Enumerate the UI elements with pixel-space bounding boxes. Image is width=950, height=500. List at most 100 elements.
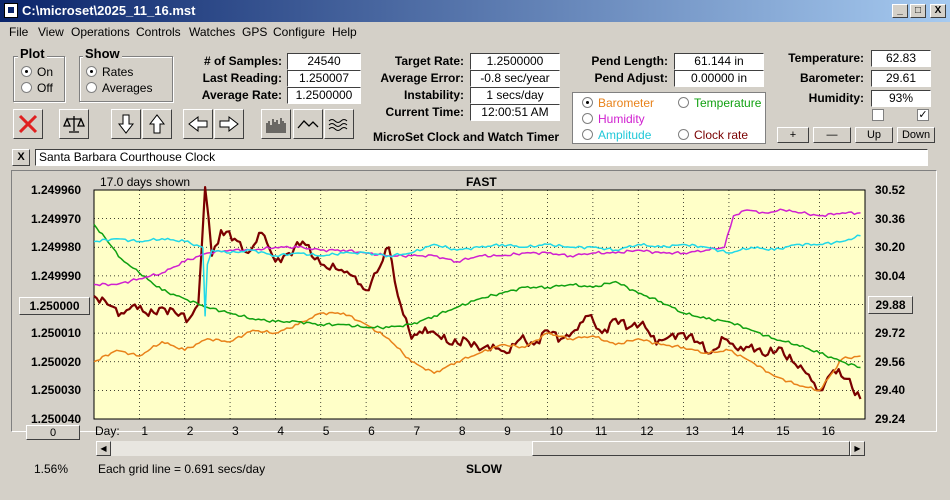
show-group [79,56,173,102]
grid-layer [94,190,865,419]
sensor-amplitude-radio[interactable]: Amplitude [582,128,651,142]
plot-off-label: Off [37,81,53,95]
maximize-button[interactable]: □ [910,4,926,18]
pend-length-value[interactable]: 61.144 in [674,53,764,70]
barometer-label: Barometer: [799,71,864,85]
sensor-humidity-radio[interactable]: Humidity [582,112,645,126]
arrow-up-button[interactable] [142,109,172,139]
zero-button[interactable]: 0 [26,425,80,440]
instability-label: Instability: [403,88,464,102]
current-time-value: 12:00:51 AM [470,104,560,121]
menu-file[interactable]: File [9,25,29,39]
sensor-barometer-radio[interactable]: Barometer [582,96,654,110]
arrow-left-icon [188,115,208,133]
day-tick-label: 6 [368,424,375,438]
balance-scale-icon [63,116,85,133]
plot-on-radio[interactable]: On [21,65,53,79]
arrow-up-icon [148,114,166,134]
up-button[interactable]: Up [855,127,893,143]
left-tick-label: 1.250020 [31,354,82,369]
target-rate-label: Target Rate: [394,54,464,68]
right-tick-label: 30.20 [875,240,906,255]
last-reading-value: 1.250007 [287,70,361,87]
arrow-right-icon [219,115,239,133]
scroll-right-arrow-icon[interactable]: ▶ [850,441,865,456]
day-tick-label: 16 [821,424,835,438]
app-label: MicroSet Clock and Watch Timer [373,130,560,144]
sensor-clockrate-radio[interactable]: Clock rate [678,128,748,142]
average-error-label: Average Error: [380,71,464,85]
menu-view[interactable]: View [38,25,64,39]
humidity-label: Humidity: [808,91,864,105]
right-tick-label: 30.36 [875,211,906,226]
fast-label: FAST [466,175,497,189]
instability-value: 1 secs/day [470,87,560,104]
days-shown-label: 17.0 days shown [100,175,191,189]
temperature-label: Temperature: [788,51,864,65]
menu-controls[interactable]: Controls [136,25,181,39]
right-axis-center-button[interactable]: 29.88 [868,296,913,314]
clock-name-field[interactable]: Santa Barbara Courthouse Clock [35,149,928,166]
right-tick-label: 29.56 [875,354,906,369]
line-view-button[interactable] [293,109,323,139]
average-rate-value: 1.2500000 [287,87,361,104]
right-tick-label: 30.52 [875,183,906,197]
plot-group-title: Plot [18,46,47,61]
app-icon[interactable] [4,3,18,18]
close-window-button[interactable]: X [930,4,946,18]
wave-view-button[interactable] [324,109,354,139]
clock-name-close-button[interactable]: X [12,149,30,166]
pend-adjust-value: 0.00000 in [674,70,764,87]
title-bar[interactable]: C:\microset\2025_11_16.mst _ □ X [0,0,950,22]
menu-watches[interactable]: Watches [189,25,236,39]
checkbox-left[interactable] [872,109,884,121]
bar-chart-icon [266,118,286,133]
left-axis-center-button[interactable]: 1.250000 [19,297,90,315]
minimize-button[interactable]: _ [892,4,908,18]
show-rates-radio[interactable]: Rates [86,65,133,79]
day-tick-label: 12 [640,424,654,438]
balance-button[interactable] [59,109,89,139]
sensor-temperature-radio[interactable]: Temperature [678,96,761,110]
target-rate-value[interactable]: 1.2500000 [470,53,560,70]
plus-button[interactable]: + [777,127,809,143]
arrow-left-button[interactable] [183,109,213,139]
barometer-value: 29.61 [871,70,931,87]
left-tick-label: 1.249990 [31,268,82,283]
menu-help[interactable]: Help [332,25,357,39]
minus-button[interactable]: — [813,127,851,143]
scroll-left-arrow-icon[interactable]: ◀ [96,441,111,456]
down-button[interactable]: Down [897,127,935,143]
show-averages-label: Averages [102,81,153,95]
series-layer [93,186,862,400]
menu-operations[interactable]: Operations [71,25,130,39]
humidity-value: 93% [871,90,931,107]
checkbox-right[interactable]: ✓ [917,109,929,121]
bars-view-button[interactable] [261,109,291,139]
sensor-clockrate-label: Clock rate [694,128,749,142]
menu-gps[interactable]: GPS [242,25,268,39]
current-time-label: Current Time: [385,105,464,119]
plot-off-radio[interactable]: Off [21,81,53,95]
day-tick-label: 4 [277,424,285,438]
menu-configure[interactable]: Configure [273,25,326,39]
line-chart-icon [297,120,319,129]
show-rates-label: Rates [102,65,134,79]
horizontal-scrollbar[interactable]: ◀ ▶ [96,441,865,456]
sensor-temperature-label: Temperature [694,96,762,110]
day-tick-label: 13 [685,424,699,438]
arrow-right-button[interactable] [214,109,244,139]
day-tick-label: 8 [458,424,466,438]
right-tick-label: 29.24 [875,412,906,426]
scroll-thumb[interactable] [532,441,850,456]
arrow-down-button[interactable] [111,109,141,139]
show-averages-radio[interactable]: Averages [86,81,152,95]
left-tick-label: 1.249980 [31,240,82,255]
slow-label: SLOW [466,462,502,476]
x-icon [18,114,38,134]
stop-button[interactable] [13,109,43,139]
day-tick-label: 10 [549,424,563,438]
day-tick-label: 9 [504,424,511,438]
series-line-clock-rate [93,186,862,400]
